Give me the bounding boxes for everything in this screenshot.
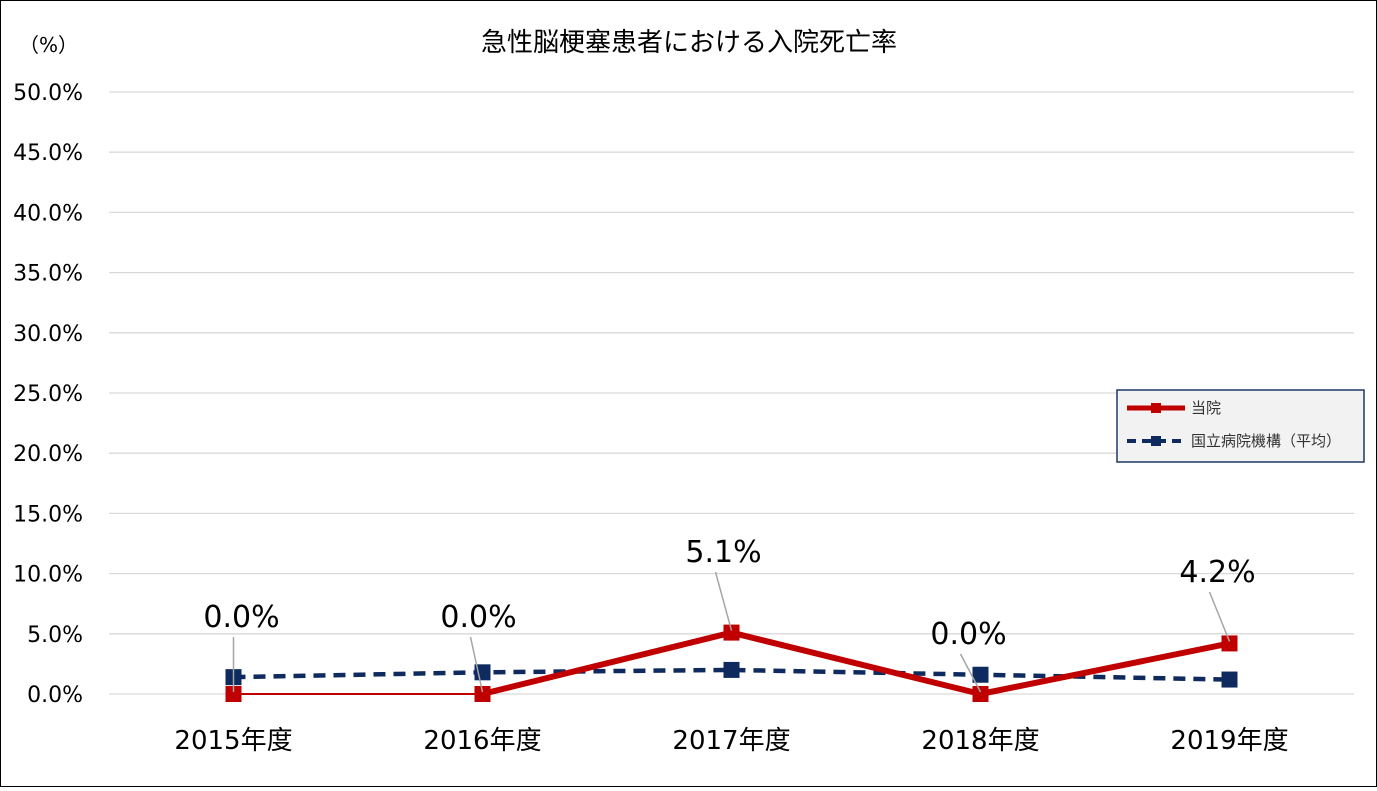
data-labels: 0.0% 0.0% 5.1% 0.0% 4.2% bbox=[203, 535, 1255, 652]
data-point-hospital bbox=[723, 624, 740, 641]
y-tick-label: 0.0% bbox=[27, 683, 83, 708]
legend-box bbox=[1116, 389, 1365, 463]
x-tick-label: 2016年度 bbox=[423, 726, 541, 756]
y-tick-label: 40.0% bbox=[13, 201, 83, 226]
y-tick-label: 15.0% bbox=[13, 502, 83, 527]
y-axis-unit-label: （%） bbox=[19, 33, 78, 57]
data-label-leader bbox=[469, 636, 484, 693]
data-point-hospital bbox=[1221, 635, 1238, 652]
x-tick-label: 2018年度 bbox=[921, 726, 1039, 756]
data-point-hospital bbox=[972, 686, 989, 702]
data-label: 0.0% bbox=[440, 600, 516, 635]
legend-label-hospital: 当院 bbox=[1191, 399, 1221, 417]
legend-marker-hospital bbox=[1151, 403, 1161, 413]
x-axis-ticks: 2015年度 2016年度 2017年度 2018年度 2019年度 bbox=[174, 726, 1288, 756]
data-label-leader bbox=[959, 653, 982, 693]
y-tick-label: 5.0% bbox=[27, 623, 83, 648]
gridlines bbox=[109, 91, 1354, 695]
x-tick-label: 2015年度 bbox=[174, 726, 292, 756]
y-tick-label: 20.0% bbox=[13, 442, 83, 467]
y-tick-label: 35.0% bbox=[13, 262, 83, 287]
data-label: 0.0% bbox=[930, 617, 1006, 652]
y-tick-label: 10.0% bbox=[13, 563, 83, 588]
series-line-segment-hospital bbox=[479, 629, 735, 697]
data-point-hospital bbox=[474, 686, 491, 702]
series-layer bbox=[225, 624, 1238, 702]
data-point-benchmark bbox=[972, 666, 989, 683]
y-tick-label: 30.0% bbox=[13, 322, 83, 347]
chart-title: 急性脳梗塞患者における入院死亡率 bbox=[481, 28, 897, 58]
data-label: 5.1% bbox=[685, 535, 761, 570]
data-label-leader bbox=[1208, 591, 1231, 642]
data-point-benchmark bbox=[1221, 671, 1238, 688]
data-label: 4.2% bbox=[1179, 555, 1255, 590]
y-axis-ticks: 0.0% 5.0% 10.0% 15.0% 20.0% 25.0% 30.0% 35.0% 40… bbox=[13, 81, 83, 708]
x-tick-label: 2019年度 bbox=[1170, 726, 1288, 756]
series-line-segment-hospital bbox=[977, 640, 1233, 697]
y-tick-label: 50.0% bbox=[13, 81, 83, 106]
data-label-leader bbox=[714, 571, 733, 631]
x-tick-label: 2017年度 bbox=[672, 726, 790, 756]
y-tick-label: 45.0% bbox=[13, 141, 83, 166]
data-point-benchmark bbox=[723, 661, 740, 678]
series-line-segment-hospital bbox=[728, 629, 984, 697]
data-label: 0.0% bbox=[203, 600, 279, 635]
legend-label-benchmark: 国立病院機構（平均） bbox=[1191, 432, 1341, 450]
data-label-leaders bbox=[232, 571, 1231, 693]
y-tick-label: 25.0% bbox=[13, 382, 83, 407]
legend-marker-benchmark bbox=[1151, 436, 1161, 446]
